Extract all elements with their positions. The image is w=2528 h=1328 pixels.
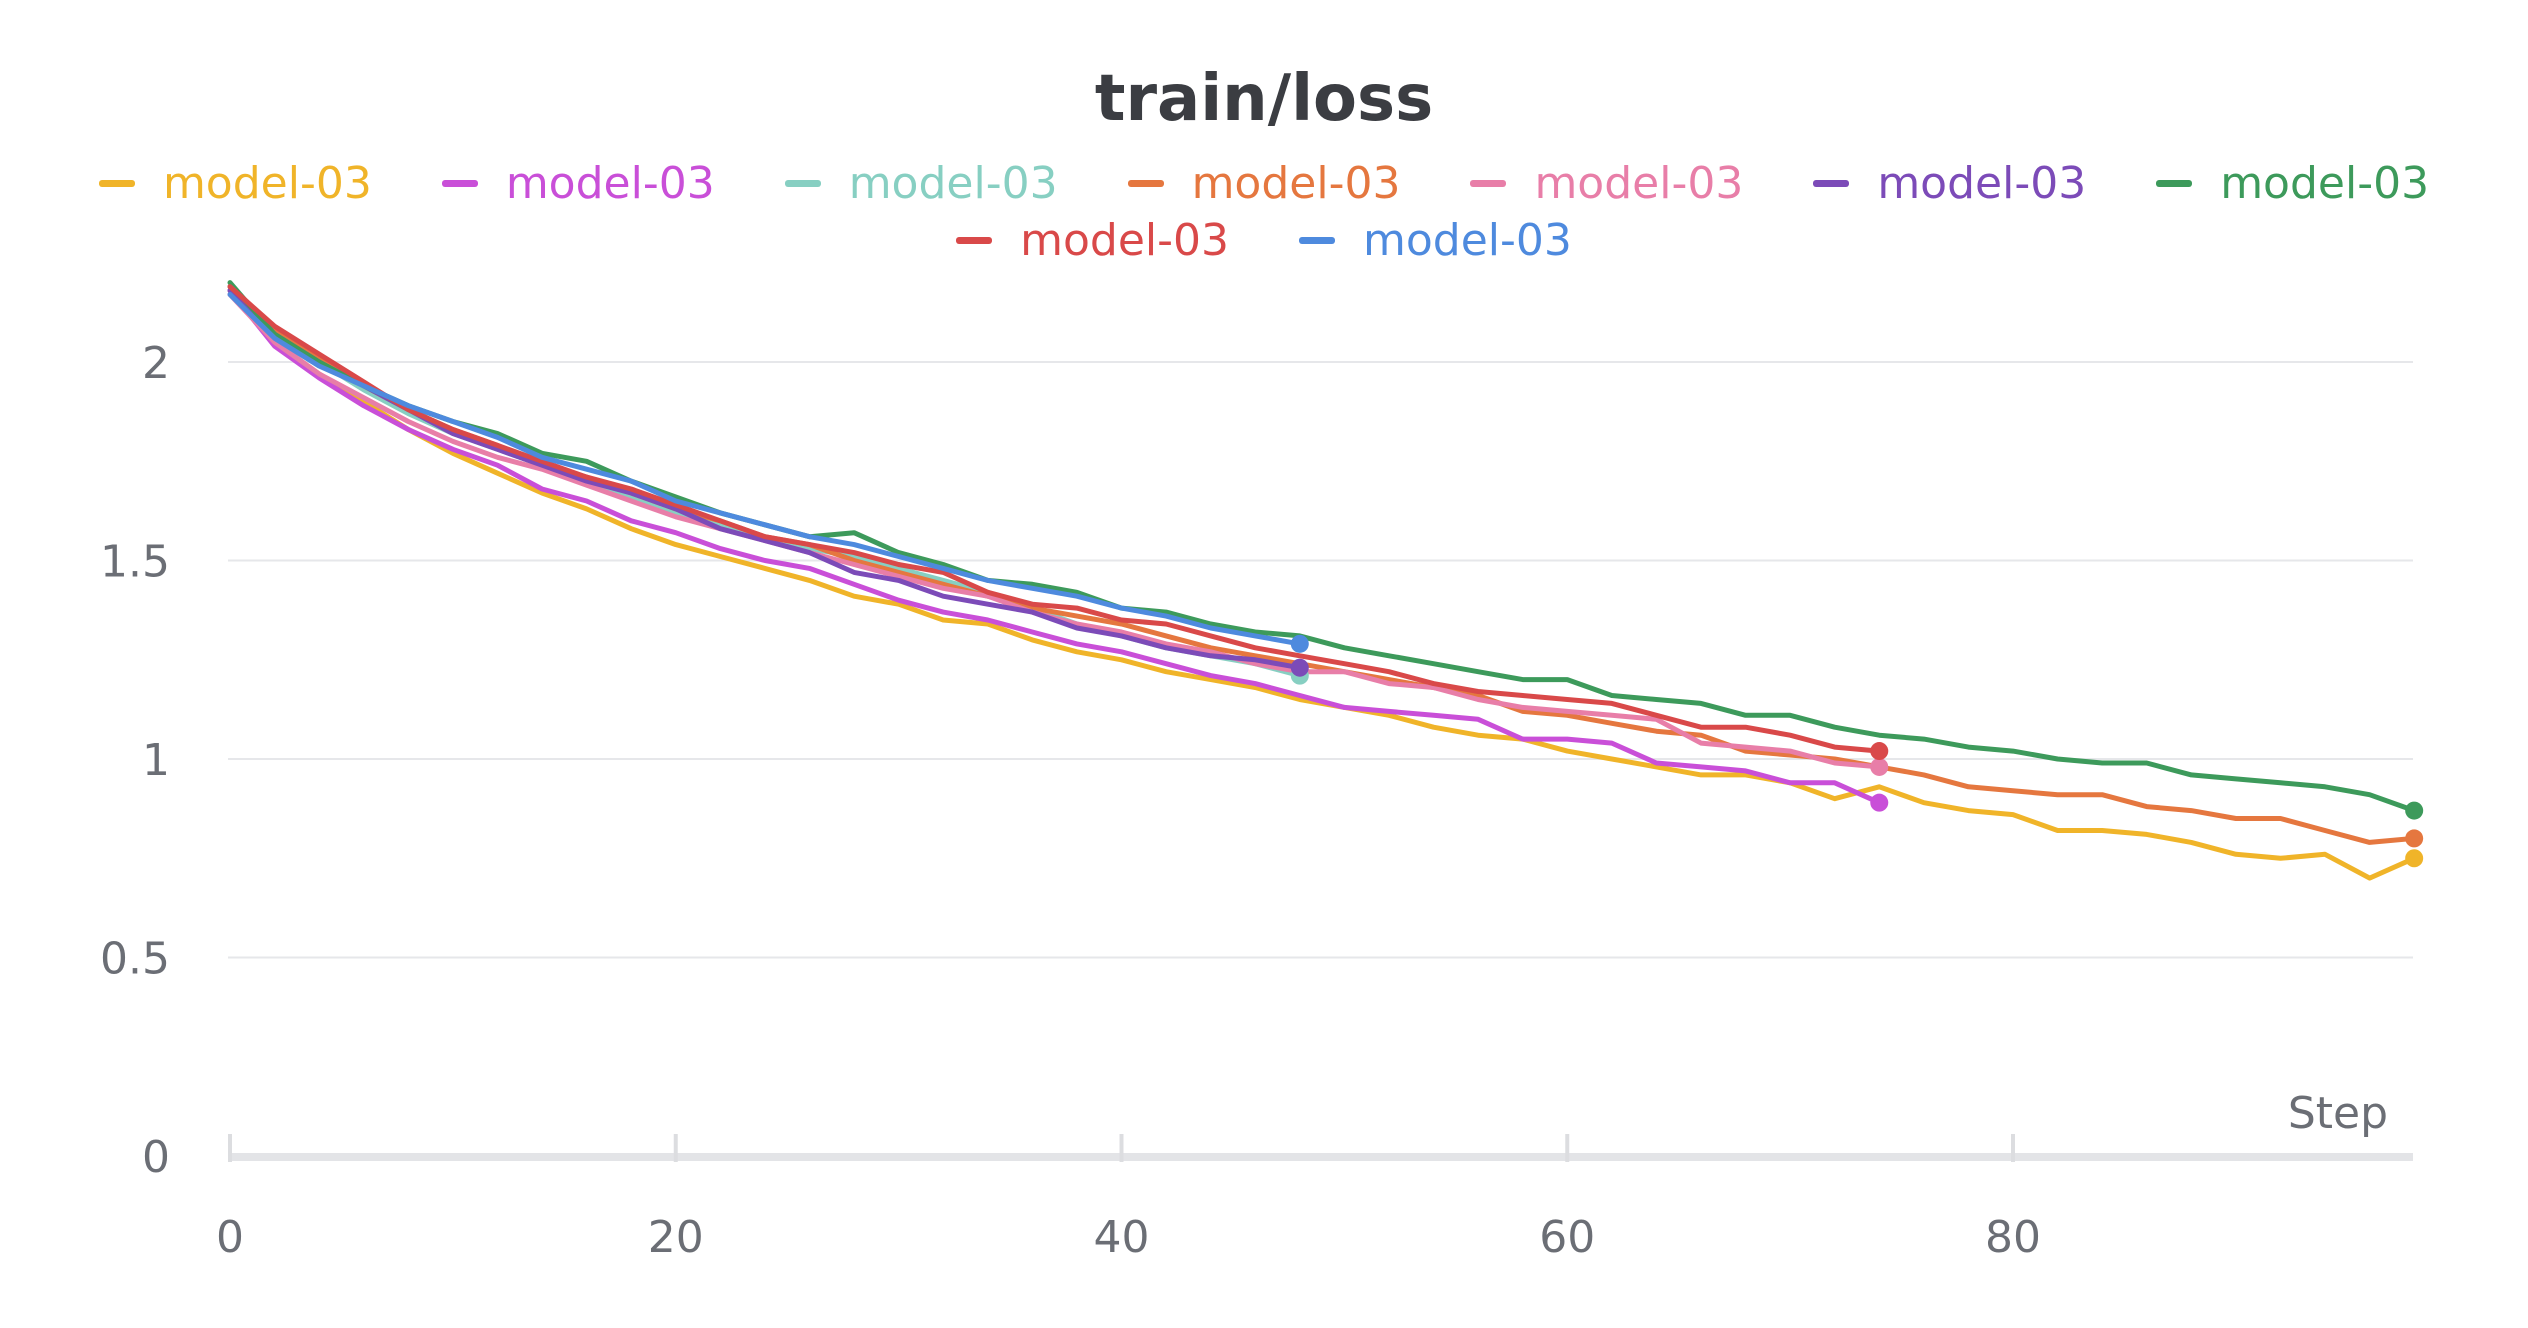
x-tick-label: 40 [1094, 1212, 1150, 1263]
legend-item[interactable]: model-03 [441, 158, 715, 209]
legend-swatch [1470, 180, 1507, 187]
series-end-marker [1290, 634, 1309, 653]
y-tick-label: 1 [142, 735, 170, 786]
x-tick-label: 0 [216, 1212, 244, 1263]
legend-label: model-03 [1020, 215, 1229, 266]
series-end-marker [1870, 757, 1889, 776]
series-end-marker [2405, 829, 2424, 848]
legend-swatch [1299, 237, 1335, 244]
legend-label: model-03 [848, 158, 1058, 209]
legend-swatch [1813, 180, 1850, 187]
chart-title: train/loss [1094, 62, 1434, 136]
legend-label: model-03 [1363, 215, 1572, 266]
series-line [227, 288, 1882, 806]
legend-item[interactable]: model-03 [784, 158, 1058, 209]
legend-item[interactable]: model-03 [956, 215, 1229, 266]
legend-swatch [2156, 180, 2193, 187]
series-line [227, 280, 2417, 814]
legend-label: model-03 [162, 158, 372, 209]
legend-item[interactable]: model-03 [2156, 158, 2429, 209]
series-end-marker [2405, 801, 2424, 820]
series-lines [227, 280, 2417, 881]
x-tick-label: 60 [1539, 1212, 1595, 1263]
legend-label: model-03 [505, 158, 715, 209]
legend-swatch [441, 180, 478, 187]
y-tick-label: 0.5 [100, 934, 170, 985]
legend-swatch [956, 237, 993, 244]
series-line [227, 292, 1303, 647]
series-line [227, 284, 1882, 754]
legend-swatch [1127, 180, 1164, 187]
series-line [227, 288, 2417, 881]
legend-item[interactable]: model-03 [1127, 158, 1401, 209]
legend-label: model-03 [1191, 158, 1401, 209]
legend-item[interactable]: model-03 [98, 158, 372, 209]
x-tick-label: 20 [648, 1212, 704, 1263]
series-end-marker [2405, 849, 2424, 868]
legend-item[interactable]: model-03 [1470, 158, 1743, 209]
series-line [227, 284, 1303, 679]
legend-swatch [98, 180, 135, 187]
x-axis: 0 20 40 60 80 [216, 1134, 2413, 1263]
legend-item[interactable]: model-03 [1299, 215, 1572, 266]
x-tick-label: 80 [1985, 1212, 2041, 1263]
y-tick-label: 0 [142, 1132, 170, 1183]
series-end-marker [1870, 742, 1889, 761]
legend-label: model-03 [1877, 158, 2087, 209]
legend-label: model-03 [2220, 158, 2430, 209]
series-end-marker [1290, 658, 1309, 677]
x-axis-label: Step [2288, 1088, 2388, 1139]
y-axis: 0 0.5 1 1.5 2 [100, 338, 170, 1183]
series-end-marker [1870, 793, 1889, 812]
legend-item[interactable]: model-03 [1813, 158, 2086, 209]
y-tick-label: 2 [142, 338, 170, 389]
series-end-markers [1290, 634, 2424, 868]
legend-label: model-03 [1534, 158, 1744, 209]
legend-swatch [784, 180, 821, 187]
y-tick-label: 1.5 [100, 537, 170, 588]
